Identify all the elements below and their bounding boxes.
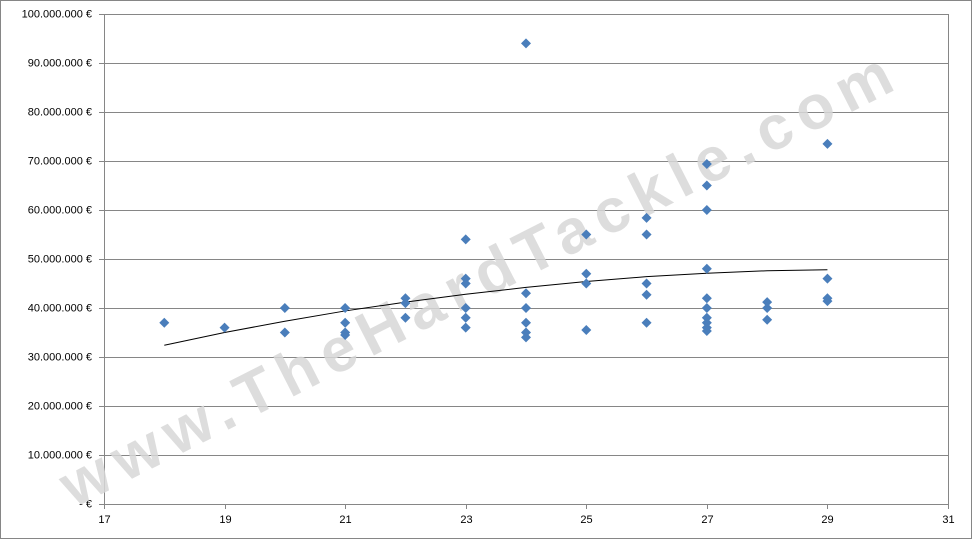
data-point	[581, 229, 592, 240]
data-point	[159, 317, 170, 328]
data-point	[460, 312, 471, 323]
x-tick-label: 29	[821, 514, 833, 526]
y-tick-label: 50.000.000 €	[28, 253, 92, 265]
data-point	[701, 263, 712, 274]
data-point	[762, 297, 773, 308]
y-tick-label: 90.000.000 €	[28, 57, 92, 69]
x-tick-label: 21	[339, 514, 351, 526]
data-point	[340, 329, 351, 340]
x-tick-label: 27	[701, 514, 713, 526]
y-tick-label: 100.000.000 €	[22, 8, 92, 20]
data-point	[279, 327, 290, 338]
x-tick-label: 31	[942, 514, 954, 526]
data-point	[581, 278, 592, 289]
data-point	[460, 278, 471, 289]
data-point	[762, 303, 773, 313]
data-point	[701, 326, 712, 337]
data-point	[340, 317, 351, 328]
data-point	[340, 303, 351, 313]
data-point	[460, 303, 471, 313]
data-point	[701, 205, 712, 215]
data-point	[822, 296, 833, 307]
y-tick-label: 10.000.000 €	[28, 449, 92, 461]
x-tick-label: 19	[219, 514, 231, 526]
data-point	[641, 229, 652, 240]
data-point	[521, 288, 531, 299]
data-point	[219, 322, 230, 333]
y-tick-label: 60.000.000 €	[28, 204, 92, 216]
data-point	[641, 278, 652, 289]
data-point	[400, 298, 411, 309]
x-tick-label: 23	[460, 514, 472, 526]
data-point	[762, 314, 773, 325]
y-tick-label: - €	[79, 498, 92, 510]
data-point	[701, 180, 712, 191]
trendline	[164, 269, 828, 346]
y-tick-label: 70.000.000 €	[28, 155, 92, 167]
data-point	[581, 268, 592, 279]
data-point	[400, 312, 411, 323]
y-tick-label: 80.000.000 €	[28, 106, 92, 118]
data-point	[521, 303, 531, 313]
data-point	[279, 303, 290, 313]
data-point	[701, 293, 712, 304]
y-tick-label: 30.000.000 €	[28, 351, 92, 363]
data-point	[521, 317, 531, 328]
data-point	[822, 138, 833, 149]
y-tick-label: 40.000.000 €	[28, 302, 92, 314]
plot-border	[104, 14, 949, 505]
data-point	[460, 234, 471, 245]
data-point	[460, 322, 471, 333]
data-point	[521, 332, 531, 343]
x-tick-label: 17	[98, 514, 110, 526]
data-point	[822, 273, 833, 284]
data-point	[701, 158, 712, 169]
x-tick-label: 25	[580, 514, 592, 526]
data-point	[521, 38, 531, 49]
y-tick-label: 20.000.000 €	[28, 400, 92, 412]
data-point	[641, 212, 652, 223]
data-point	[641, 289, 652, 300]
data-point	[641, 317, 652, 328]
data-point	[701, 303, 712, 313]
data-point	[581, 325, 592, 336]
